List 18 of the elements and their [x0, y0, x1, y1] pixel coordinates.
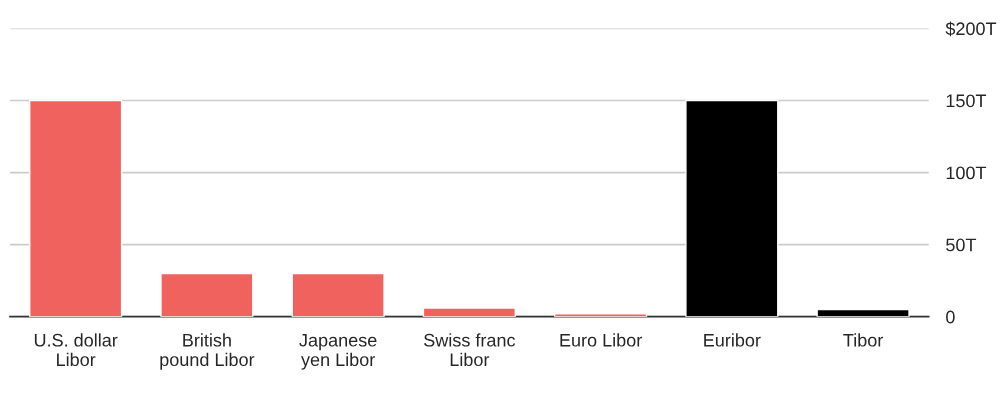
bar [29, 99, 123, 317]
y-tick-label: 50T [946, 238, 977, 252]
x-tick-label: Japanese yen Libor [299, 334, 377, 370]
y-tick-label: 100T [946, 166, 987, 180]
x-tick-label: U.S. dollar Libor [34, 333, 118, 367]
x-tick-label: Euro Libor [560, 333, 642, 347]
x-tick-label: British pound Libor [160, 333, 255, 370]
bar [816, 308, 910, 317]
y-tick-label: $200T [945, 21, 997, 37]
y-tick-label: 150T [946, 94, 987, 108]
bar [160, 272, 254, 317]
x-tick-label: Euribor [704, 333, 761, 347]
bar [685, 99, 779, 317]
y-tick-label: 0 [946, 310, 955, 324]
bar [422, 307, 516, 317]
x-tick-label: Tibor [843, 333, 884, 347]
bar [291, 272, 385, 317]
x-tick-label: Swiss franc Libor [424, 333, 516, 367]
